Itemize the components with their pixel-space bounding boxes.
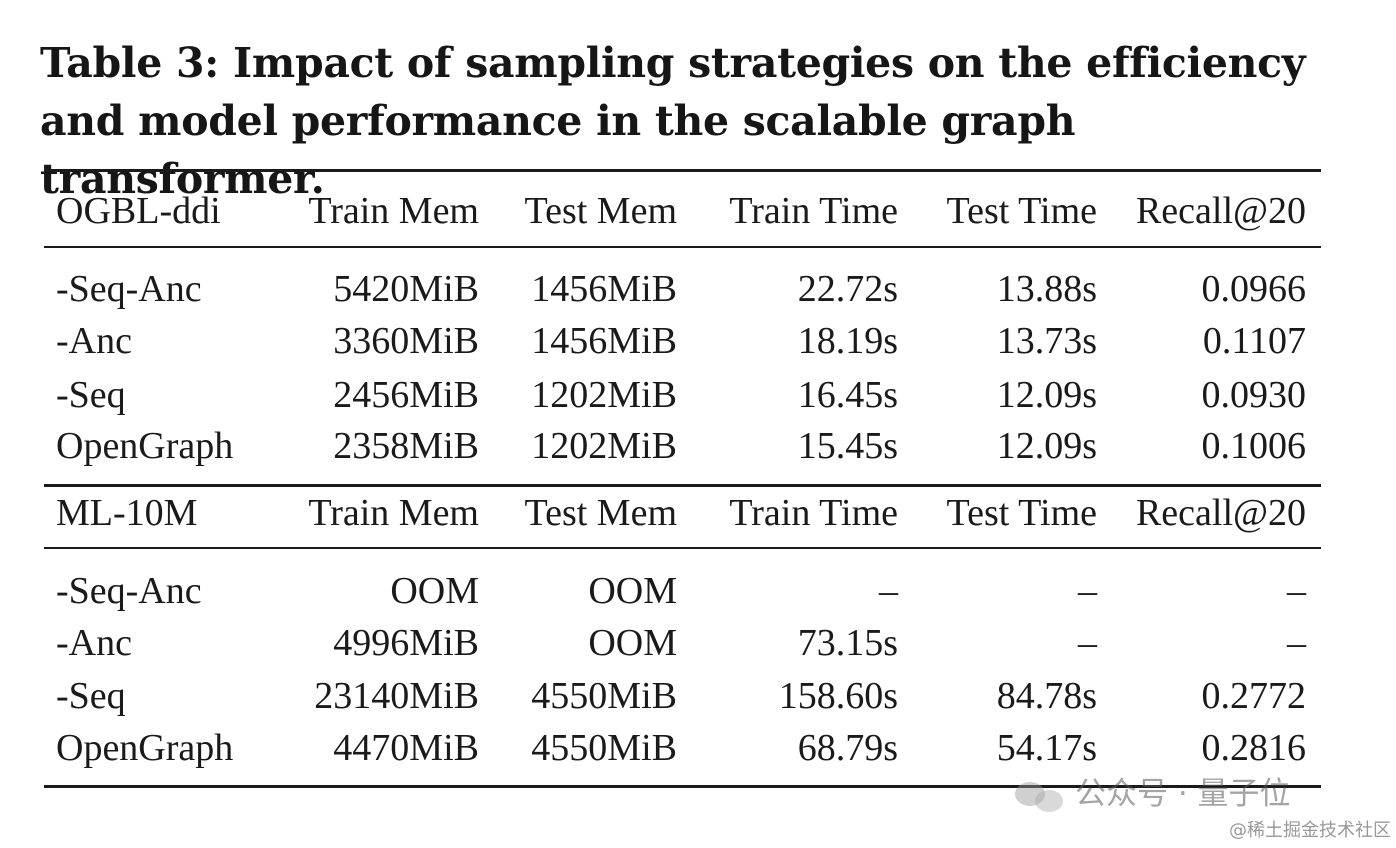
table-cell: 1456MiB xyxy=(531,320,677,362)
table-caption: Table 3: Impact of sampling strategies o… xyxy=(40,39,1306,203)
table-cell: 4470MiB xyxy=(333,727,479,769)
table-header-row: OGBL-ddi Train Mem Test Mem Train Time T… xyxy=(56,186,1316,236)
table-row: -Seq-Anc OOM OOM – – – xyxy=(56,566,1316,616)
site-credit: @稀土掘金技术社区 xyxy=(1229,820,1391,841)
column-header: Train Mem xyxy=(308,492,479,534)
table-cell: – xyxy=(1078,622,1097,664)
table-cell: OOM xyxy=(390,570,479,612)
table-cell: OOM xyxy=(588,570,677,612)
watermark-text: 公众号 · 量子位 xyxy=(1075,776,1291,812)
column-header: Train Mem xyxy=(308,190,479,232)
table-cell: – xyxy=(1287,570,1306,612)
table-row: -Anc 4996MiB OOM 73.15s – – xyxy=(56,618,1316,668)
table-cell: 0.0966 xyxy=(1201,268,1307,310)
table-cell: 2456MiB xyxy=(333,374,479,416)
header-rule xyxy=(44,246,1321,248)
table-cell: 84.78s xyxy=(996,675,1097,717)
table-row: -Seq-Anc 5420MiB 1456MiB 22.72s 13.88s 0… xyxy=(56,264,1316,314)
table-cell: 13.73s xyxy=(996,320,1097,362)
column-header: Test Time xyxy=(946,190,1097,232)
top-rule xyxy=(44,169,1321,172)
table-cell: – xyxy=(1287,622,1306,664)
column-header: Test Time xyxy=(946,492,1097,534)
table-cell: 4550MiB xyxy=(531,675,677,717)
table-row: OpenGraph 2358MiB 1202MiB 15.45s 12.09s … xyxy=(56,421,1316,471)
table-row: OpenGraph 4470MiB 4550MiB 68.79s 54.17s … xyxy=(56,723,1316,773)
table-cell: 16.45s xyxy=(797,374,898,416)
table-cell: 3360MiB xyxy=(333,320,479,362)
column-header: Train Time xyxy=(729,190,898,232)
column-header: Recall@20 xyxy=(1135,190,1306,232)
column-header: Test Mem xyxy=(524,492,677,534)
table-cell: 1456MiB xyxy=(531,268,677,310)
table-cell: 0.0930 xyxy=(1201,374,1307,416)
method-name: -Anc xyxy=(56,320,132,362)
table-row: -Anc 3360MiB 1456MiB 18.19s 13.73s 0.110… xyxy=(56,316,1316,366)
table-cell: 2358MiB xyxy=(333,425,479,467)
column-header: Recall@20 xyxy=(1135,492,1306,534)
wechat-icon xyxy=(1015,776,1067,816)
table-cell: 22.72s xyxy=(797,268,898,310)
table-cell: 68.79s xyxy=(797,727,898,769)
table-cell: 13.88s xyxy=(996,268,1097,310)
method-name: -Seq-Anc xyxy=(56,268,202,310)
table-header-row: ML-10M Train Mem Test Mem Train Time Tes… xyxy=(56,488,1316,538)
dataset-name: OGBL-ddi xyxy=(56,190,221,232)
table-cell: 54.17s xyxy=(996,727,1097,769)
table-cell: 4996MiB xyxy=(333,622,479,664)
table-cell: 0.1107 xyxy=(1202,320,1306,362)
table-cell: – xyxy=(879,570,898,612)
method-name: -Anc xyxy=(56,622,132,664)
column-header: Test Mem xyxy=(524,190,677,232)
table-cell: 4550MiB xyxy=(531,727,677,769)
table-cell: 12.09s xyxy=(996,374,1097,416)
table-cell: 0.2772 xyxy=(1201,675,1307,717)
watermark: 公众号 · 量子位 xyxy=(1015,772,1291,816)
bottom-rule xyxy=(44,785,1321,788)
table-cell: 0.1006 xyxy=(1201,425,1307,467)
table-cell: 23140MiB xyxy=(314,675,479,717)
table-cell: 0.2816 xyxy=(1201,727,1307,769)
header-rule xyxy=(44,547,1321,549)
method-name: -Seq xyxy=(56,675,126,717)
table-cell: 158.60s xyxy=(778,675,898,717)
method-name: OpenGraph xyxy=(56,727,234,769)
table-row: -Seq 2456MiB 1202MiB 16.45s 12.09s 0.093… xyxy=(56,370,1316,420)
table-cell: 73.15s xyxy=(797,622,898,664)
column-header: Train Time xyxy=(729,492,898,534)
table-cell: 5420MiB xyxy=(333,268,479,310)
table-cell: 1202MiB xyxy=(531,374,677,416)
method-name: OpenGraph xyxy=(56,425,234,467)
section-rule xyxy=(44,484,1321,487)
dataset-name: ML-10M xyxy=(56,492,198,534)
table-cell: OOM xyxy=(588,622,677,664)
table-cell: 15.45s xyxy=(797,425,898,467)
table-cell: 18.19s xyxy=(797,320,898,362)
table-cell: 12.09s xyxy=(996,425,1097,467)
method-name: -Seq-Anc xyxy=(56,570,202,612)
table-row: -Seq 23140MiB 4550MiB 158.60s 84.78s 0.2… xyxy=(56,671,1316,721)
table-cell: – xyxy=(1078,570,1097,612)
table-cell: 1202MiB xyxy=(531,425,677,467)
method-name: -Seq xyxy=(56,374,126,416)
